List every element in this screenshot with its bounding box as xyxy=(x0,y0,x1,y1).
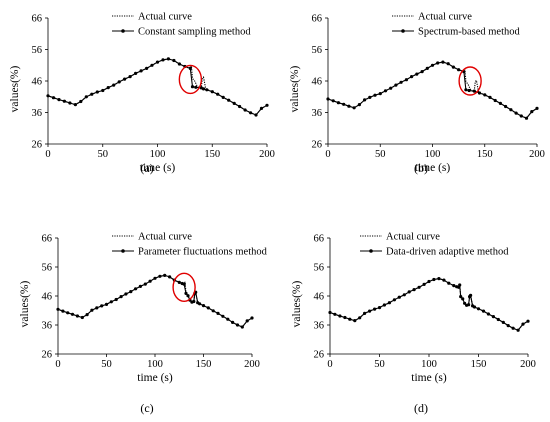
actual-curve-line xyxy=(47,58,268,116)
method-data-point xyxy=(472,89,476,93)
x-tick-label: 0 xyxy=(45,149,50,160)
actual-curve-line xyxy=(57,274,253,328)
x-tick-label: 50 xyxy=(374,359,385,370)
legend-method-label: Data-driven adaptive method xyxy=(386,247,509,258)
y-tick-label: 26 xyxy=(314,350,325,361)
legend-method-label: Parameter fluctuations method xyxy=(138,247,268,258)
x-tick-label: 0 xyxy=(55,359,60,370)
legend-actual-label: Actual curve xyxy=(386,232,440,243)
y-tick-label: 66 xyxy=(314,234,325,245)
y-tick-label: 26 xyxy=(32,140,43,151)
x-tick-label: 50 xyxy=(98,149,109,160)
x-tick-label: 50 xyxy=(101,359,112,370)
y-tick-label: 36 xyxy=(32,108,43,119)
y-axis-label: values(%) xyxy=(289,66,301,113)
highlight-circle xyxy=(172,272,196,302)
x-tick-label: 50 xyxy=(375,149,386,160)
y-tick-label: 66 xyxy=(42,234,53,245)
y-tick-label: 56 xyxy=(312,45,323,56)
x-tick-label: 100 xyxy=(425,149,441,160)
method-series-line xyxy=(327,61,538,119)
x-tick-label: 150 xyxy=(477,149,493,160)
panel-label: (d) xyxy=(414,401,428,415)
method-series-line xyxy=(57,274,253,328)
y-tick-label: 36 xyxy=(312,108,323,119)
x-tick-label: 200 xyxy=(529,149,545,160)
method-data-point xyxy=(464,88,468,92)
method-data-point xyxy=(194,85,198,89)
x-tick-label: 100 xyxy=(421,359,437,370)
method-data-point xyxy=(467,88,471,93)
x-tick-label: 150 xyxy=(471,359,487,370)
y-tick-label: 26 xyxy=(312,140,323,151)
x-tick-label: 0 xyxy=(325,149,330,160)
y-axis-label: values(%) xyxy=(19,281,31,328)
highlight-circle xyxy=(458,66,482,96)
y-tick-label: 66 xyxy=(312,14,323,25)
y-tick-label: 46 xyxy=(32,77,43,88)
method-data-point xyxy=(73,103,77,107)
y-tick-label: 66 xyxy=(32,14,43,25)
y-tick-label: 26 xyxy=(42,350,53,361)
x-tick-label: 100 xyxy=(150,149,166,160)
legend-method-marker xyxy=(401,29,405,33)
y-tick-label: 56 xyxy=(42,263,53,274)
legend-actual-label: Actual curve xyxy=(418,12,472,23)
x-axis-label: time (s) xyxy=(411,372,447,384)
method-data-point xyxy=(201,87,206,91)
method-series-line xyxy=(47,58,268,116)
x-axis-label: time (s) xyxy=(137,372,173,384)
y-tick-label: 46 xyxy=(314,292,325,303)
x-tick-label: 200 xyxy=(520,359,536,370)
legend-actual-label: Actual curve xyxy=(138,232,192,243)
legend-method-marker xyxy=(121,249,125,253)
legend-method-label: Spectrum-based method xyxy=(418,27,521,38)
x-tick-label: 200 xyxy=(259,149,275,160)
chart-panel-d: 0 50 100 150 200 26 36 46 56 66 time (s) values(%) A… xyxy=(291,232,536,416)
legend-method-marker xyxy=(369,249,373,253)
chart-panel-c: 0 50 100 150 200 26 36 46 56 66 time (s) values(%) A… xyxy=(19,232,268,416)
y-tick-label: 46 xyxy=(312,77,323,88)
x-axis-label: time (s) xyxy=(140,162,176,174)
y-tick-label: 36 xyxy=(42,321,53,332)
panel-label: (b) xyxy=(414,161,428,175)
y-tick-label: 36 xyxy=(314,321,325,332)
method-data-point xyxy=(177,62,181,66)
x-axis-label: time (s) xyxy=(415,162,451,174)
method-data-point xyxy=(190,85,195,89)
x-tick-label: 150 xyxy=(196,359,212,370)
y-tick-label: 56 xyxy=(32,45,43,56)
x-tick-label: 0 xyxy=(327,359,332,370)
y-axis-label: values(%) xyxy=(291,281,303,328)
highlight-circle xyxy=(178,64,203,95)
chart-panel-a: 0 50 100 150 200 26 36 46 56 66 time (s) values(%) A… xyxy=(9,12,275,176)
method-data-point xyxy=(461,297,465,301)
panel-label: (a) xyxy=(140,161,153,175)
y-tick-label: 56 xyxy=(314,263,325,274)
legend-method-marker xyxy=(121,29,125,33)
x-tick-label: 150 xyxy=(204,149,220,160)
y-axis-label: values(%) xyxy=(9,66,21,113)
actual-curve-line xyxy=(329,278,529,331)
y-tick-label: 46 xyxy=(42,292,53,303)
method-data-point xyxy=(163,273,167,277)
legend-method-label: Constant sampling method xyxy=(138,27,251,38)
legend-actual-label: Actual curve xyxy=(138,12,192,23)
panel-label: (c) xyxy=(140,401,153,415)
method-series-line xyxy=(329,278,529,331)
x-tick-label: 100 xyxy=(147,359,163,370)
chart-panel-b: 0 50 100 150 200 26 36 46 56 66 time (s) values(%) A… xyxy=(289,12,545,176)
x-tick-label: 200 xyxy=(244,359,260,370)
actual-curve-line xyxy=(327,61,538,119)
